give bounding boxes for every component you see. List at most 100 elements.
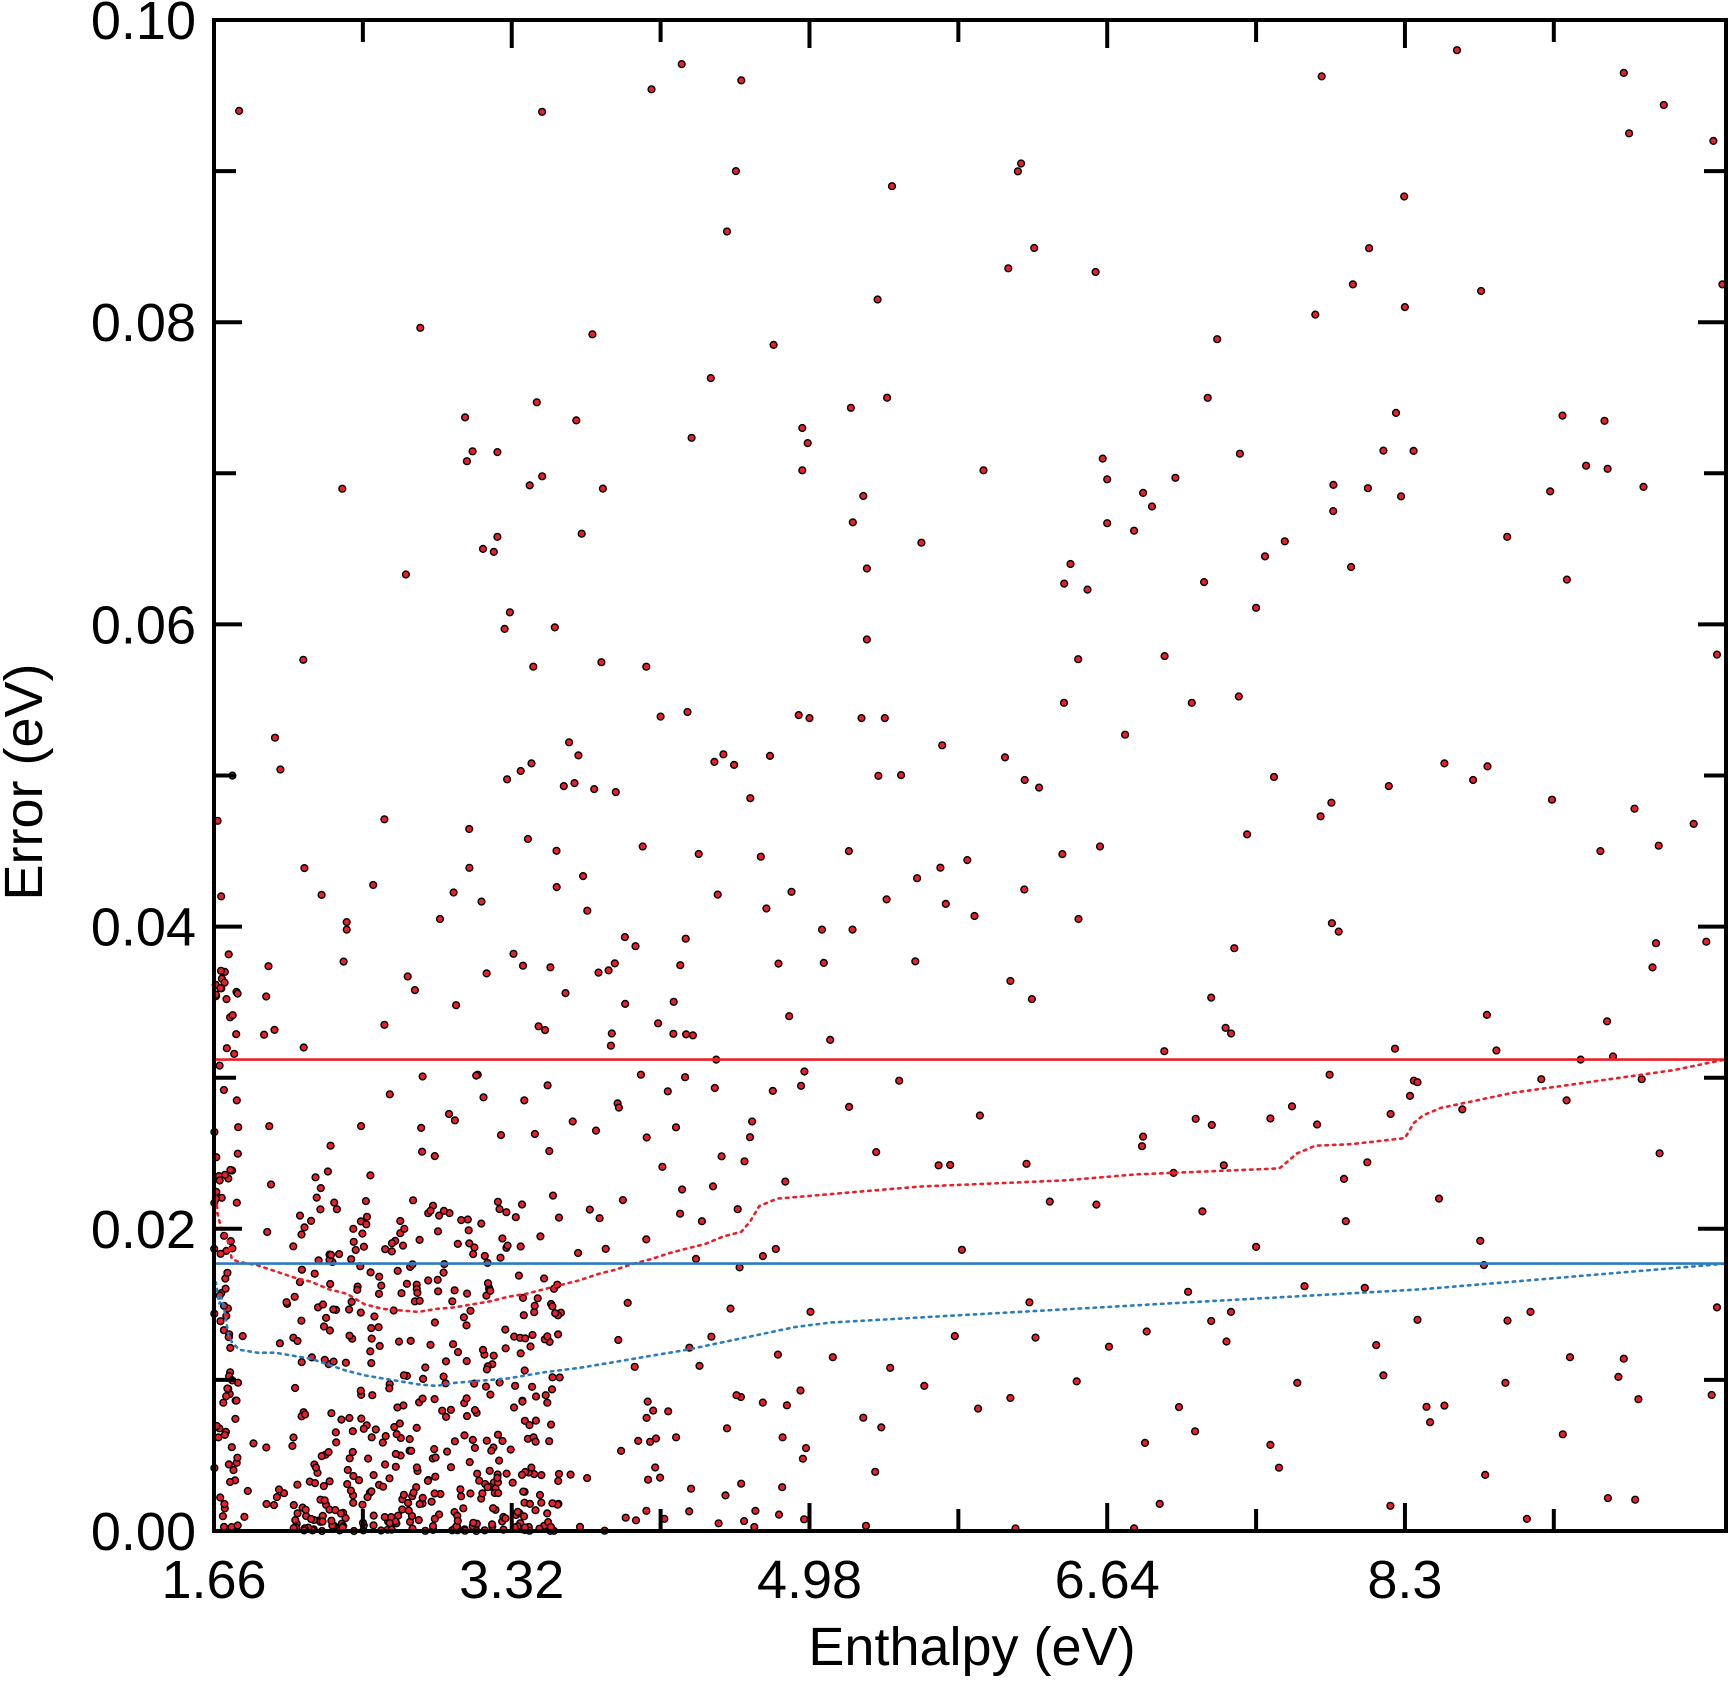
data-point [765,751,775,761]
data-point [482,1365,492,1374]
data-point [877,1423,886,1432]
data-point [1562,575,1572,584]
axis-ticks [212,18,1726,1533]
data-point [598,484,608,493]
data-point [345,1454,354,1463]
data-point [1391,408,1401,418]
data-point [653,1019,663,1028]
data-point [1379,1371,1388,1380]
data-point [317,890,326,900]
data-point [1634,1395,1643,1404]
data-point [435,914,445,924]
data-point [489,1504,498,1513]
data-point [552,882,561,892]
data-point [446,1463,456,1472]
data-point [509,1403,519,1412]
data-point [768,1086,777,1096]
data-point [489,1351,498,1360]
data-point [1000,753,1010,762]
data-point [442,1412,451,1422]
data-point [523,834,533,844]
data-point [1655,1149,1664,1158]
data-point [409,1196,418,1205]
data-point [387,1239,397,1248]
data-point [260,1030,269,1039]
data-point [614,1103,624,1112]
data-point [561,988,570,998]
data-point [227,1443,236,1452]
data-point [220,1499,229,1509]
data-point [1565,1353,1575,1362]
data-point [297,1230,306,1239]
data-point [412,1423,421,1433]
data-point [472,1071,481,1080]
data-point [1348,280,1358,289]
data-point [219,1398,228,1407]
data-point [362,1220,371,1229]
data-point [415,1499,424,1509]
curves-layer [212,1058,1728,1388]
data-point [517,1470,527,1479]
data-point [1600,416,1609,425]
data-point [1074,914,1083,924]
data-point [493,1473,502,1483]
data-point [262,992,271,1001]
data-point [374,1289,384,1298]
data-point [475,1476,484,1485]
data-point [669,997,678,1006]
data-point [713,890,722,899]
data-point [426,1340,435,1350]
data-point [1030,243,1039,253]
data-point [346,1486,356,1495]
data-point [681,934,690,943]
data-point [896,770,906,780]
data-point [745,1133,755,1142]
data-point [331,1428,340,1437]
data-point [1363,1158,1372,1167]
data-point [487,1446,496,1455]
data-point [290,1292,299,1301]
data-point [332,1205,342,1214]
data-point [493,1430,503,1439]
data-point [642,662,651,671]
data-point [293,1480,302,1489]
data-point [323,1167,333,1176]
data-point [758,1251,768,1261]
data-point [1481,1470,1490,1480]
data-point [366,1347,375,1356]
data-point [527,759,536,768]
data-point [1160,1047,1169,1056]
data-point [505,608,515,617]
data-point [1452,46,1462,55]
data-point [431,1472,440,1481]
data-point [235,106,244,116]
data-point [374,1323,383,1332]
data-point [435,1211,444,1220]
data-point [439,1372,448,1381]
data-point [457,1492,466,1501]
data-point [345,1331,354,1340]
data-point [554,1476,563,1486]
data-point [347,1297,356,1307]
data-point [366,1268,375,1277]
data-point [1482,1010,1492,1020]
data-point [1260,552,1270,561]
data-point [1648,963,1657,972]
data-point [1219,1161,1228,1170]
data-point [920,1381,929,1391]
data-point [1183,1287,1193,1296]
data-point [414,1515,423,1525]
data-point [1503,1316,1512,1325]
data-point [394,1337,404,1346]
data-point [265,1122,274,1131]
data-point [1020,885,1029,894]
data-point [343,1465,352,1475]
data-point [465,1239,474,1248]
data-point [463,1215,472,1224]
data-point [1103,519,1112,528]
blue-dotted-curve [212,1262,1728,1388]
data-point [466,1489,475,1498]
data-point [554,1469,564,1479]
data-point [486,1286,495,1295]
data-point [1334,927,1343,936]
